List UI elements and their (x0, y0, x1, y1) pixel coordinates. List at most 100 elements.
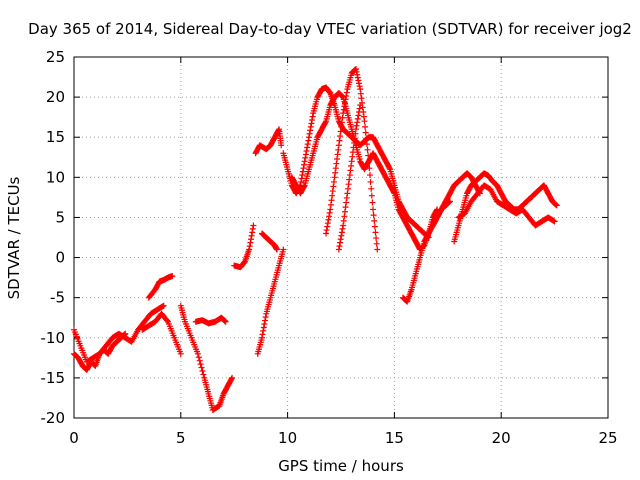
data-point (341, 103, 348, 110)
y-tick-label: -20 (41, 409, 66, 427)
data-point (351, 139, 358, 146)
data-point (476, 189, 483, 196)
data-point (352, 130, 359, 137)
data-point (199, 368, 206, 375)
y-tick-label: 25 (46, 48, 65, 66)
data-point (357, 102, 364, 109)
data-point (324, 220, 331, 227)
data-point (356, 105, 363, 112)
data-point (357, 86, 364, 93)
data-point (370, 206, 377, 213)
series-trace-j (252, 126, 285, 157)
data-point (330, 178, 337, 185)
data-point (356, 83, 363, 90)
data-point (336, 137, 343, 144)
data-point (390, 189, 397, 196)
data-point (346, 172, 353, 179)
series-trace-k (280, 84, 432, 241)
data-point (261, 321, 268, 328)
y-tick-label: -10 (41, 329, 66, 347)
data-point (360, 113, 367, 120)
data-point (330, 183, 337, 190)
y-tick-label: -15 (41, 369, 66, 387)
data-point (332, 165, 339, 172)
data-point (309, 117, 316, 124)
data-point (366, 172, 373, 179)
data-point (341, 99, 348, 106)
data-point (363, 135, 370, 142)
data-point (354, 74, 361, 81)
y-tick-label: 20 (46, 88, 65, 106)
data-point (371, 217, 378, 224)
data-point (280, 246, 287, 253)
data-point (365, 158, 372, 165)
data-point (260, 324, 267, 331)
data-point (369, 199, 376, 206)
data-point (363, 141, 370, 148)
y-axis-label: SDTVAR / TECUs (5, 176, 23, 299)
series-trace-h (254, 246, 287, 357)
data-point (372, 229, 379, 236)
data-point (300, 165, 307, 172)
data-point (327, 206, 334, 213)
data-point (247, 236, 254, 243)
data-point (343, 194, 350, 201)
series-trace-b (71, 330, 129, 373)
data-point (338, 232, 345, 239)
data-point (262, 314, 269, 321)
series-trace-m (323, 66, 381, 253)
data-point (335, 146, 342, 153)
data-point (322, 119, 329, 126)
data-point (323, 230, 330, 237)
data-point (258, 334, 265, 341)
data-point (194, 350, 201, 357)
data-point (327, 201, 334, 208)
data-point (324, 223, 331, 230)
data-point (304, 141, 311, 148)
data-point (350, 144, 357, 151)
data-point (353, 122, 360, 129)
data-point (343, 199, 350, 206)
chart-title: Day 365 of 2014, Sidereal Day-to-day VTE… (28, 20, 632, 38)
data-point (164, 317, 171, 324)
data-point (249, 225, 256, 232)
data-point (364, 146, 371, 153)
data-point (353, 68, 360, 75)
data-point (248, 232, 255, 239)
data-point (373, 240, 380, 247)
data-point (345, 185, 352, 192)
data-point (356, 80, 363, 87)
data-point (305, 134, 312, 141)
series-trace-q (455, 182, 558, 229)
data-point (299, 168, 306, 175)
data-point (356, 109, 363, 116)
data-point (337, 128, 344, 135)
data-point (325, 216, 332, 223)
plot-frame (73, 56, 609, 419)
data-point (366, 165, 373, 172)
data-point (355, 112, 362, 119)
series-trace-c (145, 273, 176, 301)
data-point (328, 197, 335, 204)
data-point (301, 158, 308, 165)
x-tick-label: 20 (492, 429, 511, 447)
data-point (354, 71, 361, 78)
data-point (304, 144, 311, 151)
data-point (342, 96, 349, 103)
data-point (198, 364, 205, 371)
data-point (177, 350, 184, 357)
x-tick-label: 25 (598, 429, 617, 447)
x-tick-label: 10 (278, 429, 297, 447)
data-point (222, 318, 229, 325)
series-trace-r (429, 170, 483, 229)
data-point (349, 149, 356, 156)
data-point (333, 160, 340, 167)
data-point (370, 212, 377, 219)
data-point (344, 190, 351, 197)
data-point (323, 227, 330, 234)
data-point (335, 142, 342, 149)
axis-ticks: 0 5 10 15 20 25 25 20 15 10 5 0 -5 -10 -15 -20 (41, 48, 618, 447)
data-point (339, 225, 346, 232)
data-point (343, 89, 350, 96)
data-point (302, 151, 309, 158)
